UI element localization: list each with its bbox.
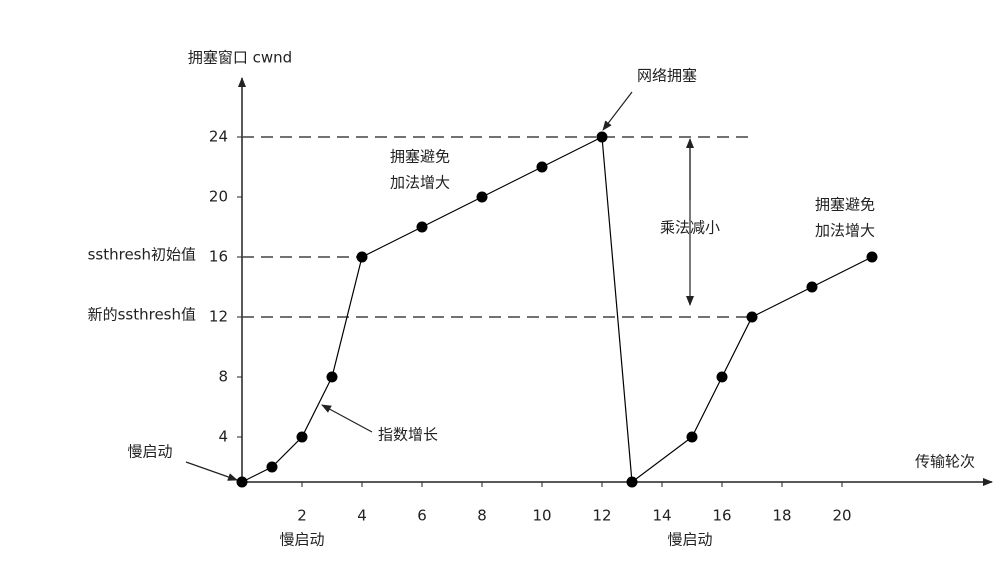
annotation: 慢启动 — [667, 531, 712, 549]
y-tick-label: 12 — [209, 308, 228, 326]
series-line — [241, 136, 873, 484]
x-tick-label: 4 — [357, 507, 367, 525]
annotation: 慢启动 — [127, 443, 172, 461]
data-point — [266, 461, 278, 473]
data-point — [416, 221, 428, 233]
y-tick-label: 4 — [218, 428, 228, 446]
y-tick-label: 16 — [209, 248, 228, 266]
y-tick-label: 24 — [209, 128, 228, 146]
y-tick-label: 20 — [209, 188, 228, 206]
x-tick-label: 6 — [417, 507, 427, 525]
data-point — [296, 431, 308, 443]
annotation: 网络拥塞 — [637, 67, 697, 85]
x-tick-label: 18 — [772, 507, 791, 525]
x-tick-label: 16 — [712, 507, 731, 525]
annotation: ssthresh初始值 — [88, 246, 196, 264]
annotation: 新的ssthresh值 — [88, 306, 196, 324]
data-point — [236, 476, 248, 488]
data-point — [866, 251, 878, 263]
arrow — [321, 404, 373, 433]
data-point — [626, 476, 638, 488]
data-point — [356, 251, 368, 263]
data-point — [326, 371, 338, 383]
arrow — [602, 91, 633, 131]
x-tick-label: 12 — [592, 507, 611, 525]
data-point — [536, 161, 548, 173]
annotation: 拥塞避免 — [390, 148, 450, 166]
data-point — [476, 191, 488, 203]
annotation: 拥塞避免 — [815, 196, 875, 214]
annotation: 指数增长 — [378, 426, 438, 444]
x-tick-label: 20 — [832, 507, 851, 525]
arrow — [185, 461, 238, 481]
y-axis-label: 拥塞窗口 cwnd — [188, 49, 292, 67]
x-tick-label: 2 — [297, 507, 307, 525]
x-tick-label: 10 — [532, 507, 551, 525]
data-point — [596, 131, 608, 143]
annotation: 慢启动 — [279, 531, 324, 549]
data-point — [746, 311, 758, 323]
x-axis-label: 传输轮次 — [915, 453, 975, 471]
data-point — [716, 371, 728, 383]
y-tick-label: 8 — [218, 368, 228, 386]
annotation: 加法增大 — [390, 174, 450, 192]
x-tick-label: 14 — [652, 507, 671, 525]
data-point — [806, 281, 818, 293]
annotation: 乘法减小 — [660, 219, 720, 237]
annotation: 加法增大 — [815, 222, 875, 240]
x-tick-label: 8 — [477, 507, 487, 525]
data-point — [686, 431, 698, 443]
